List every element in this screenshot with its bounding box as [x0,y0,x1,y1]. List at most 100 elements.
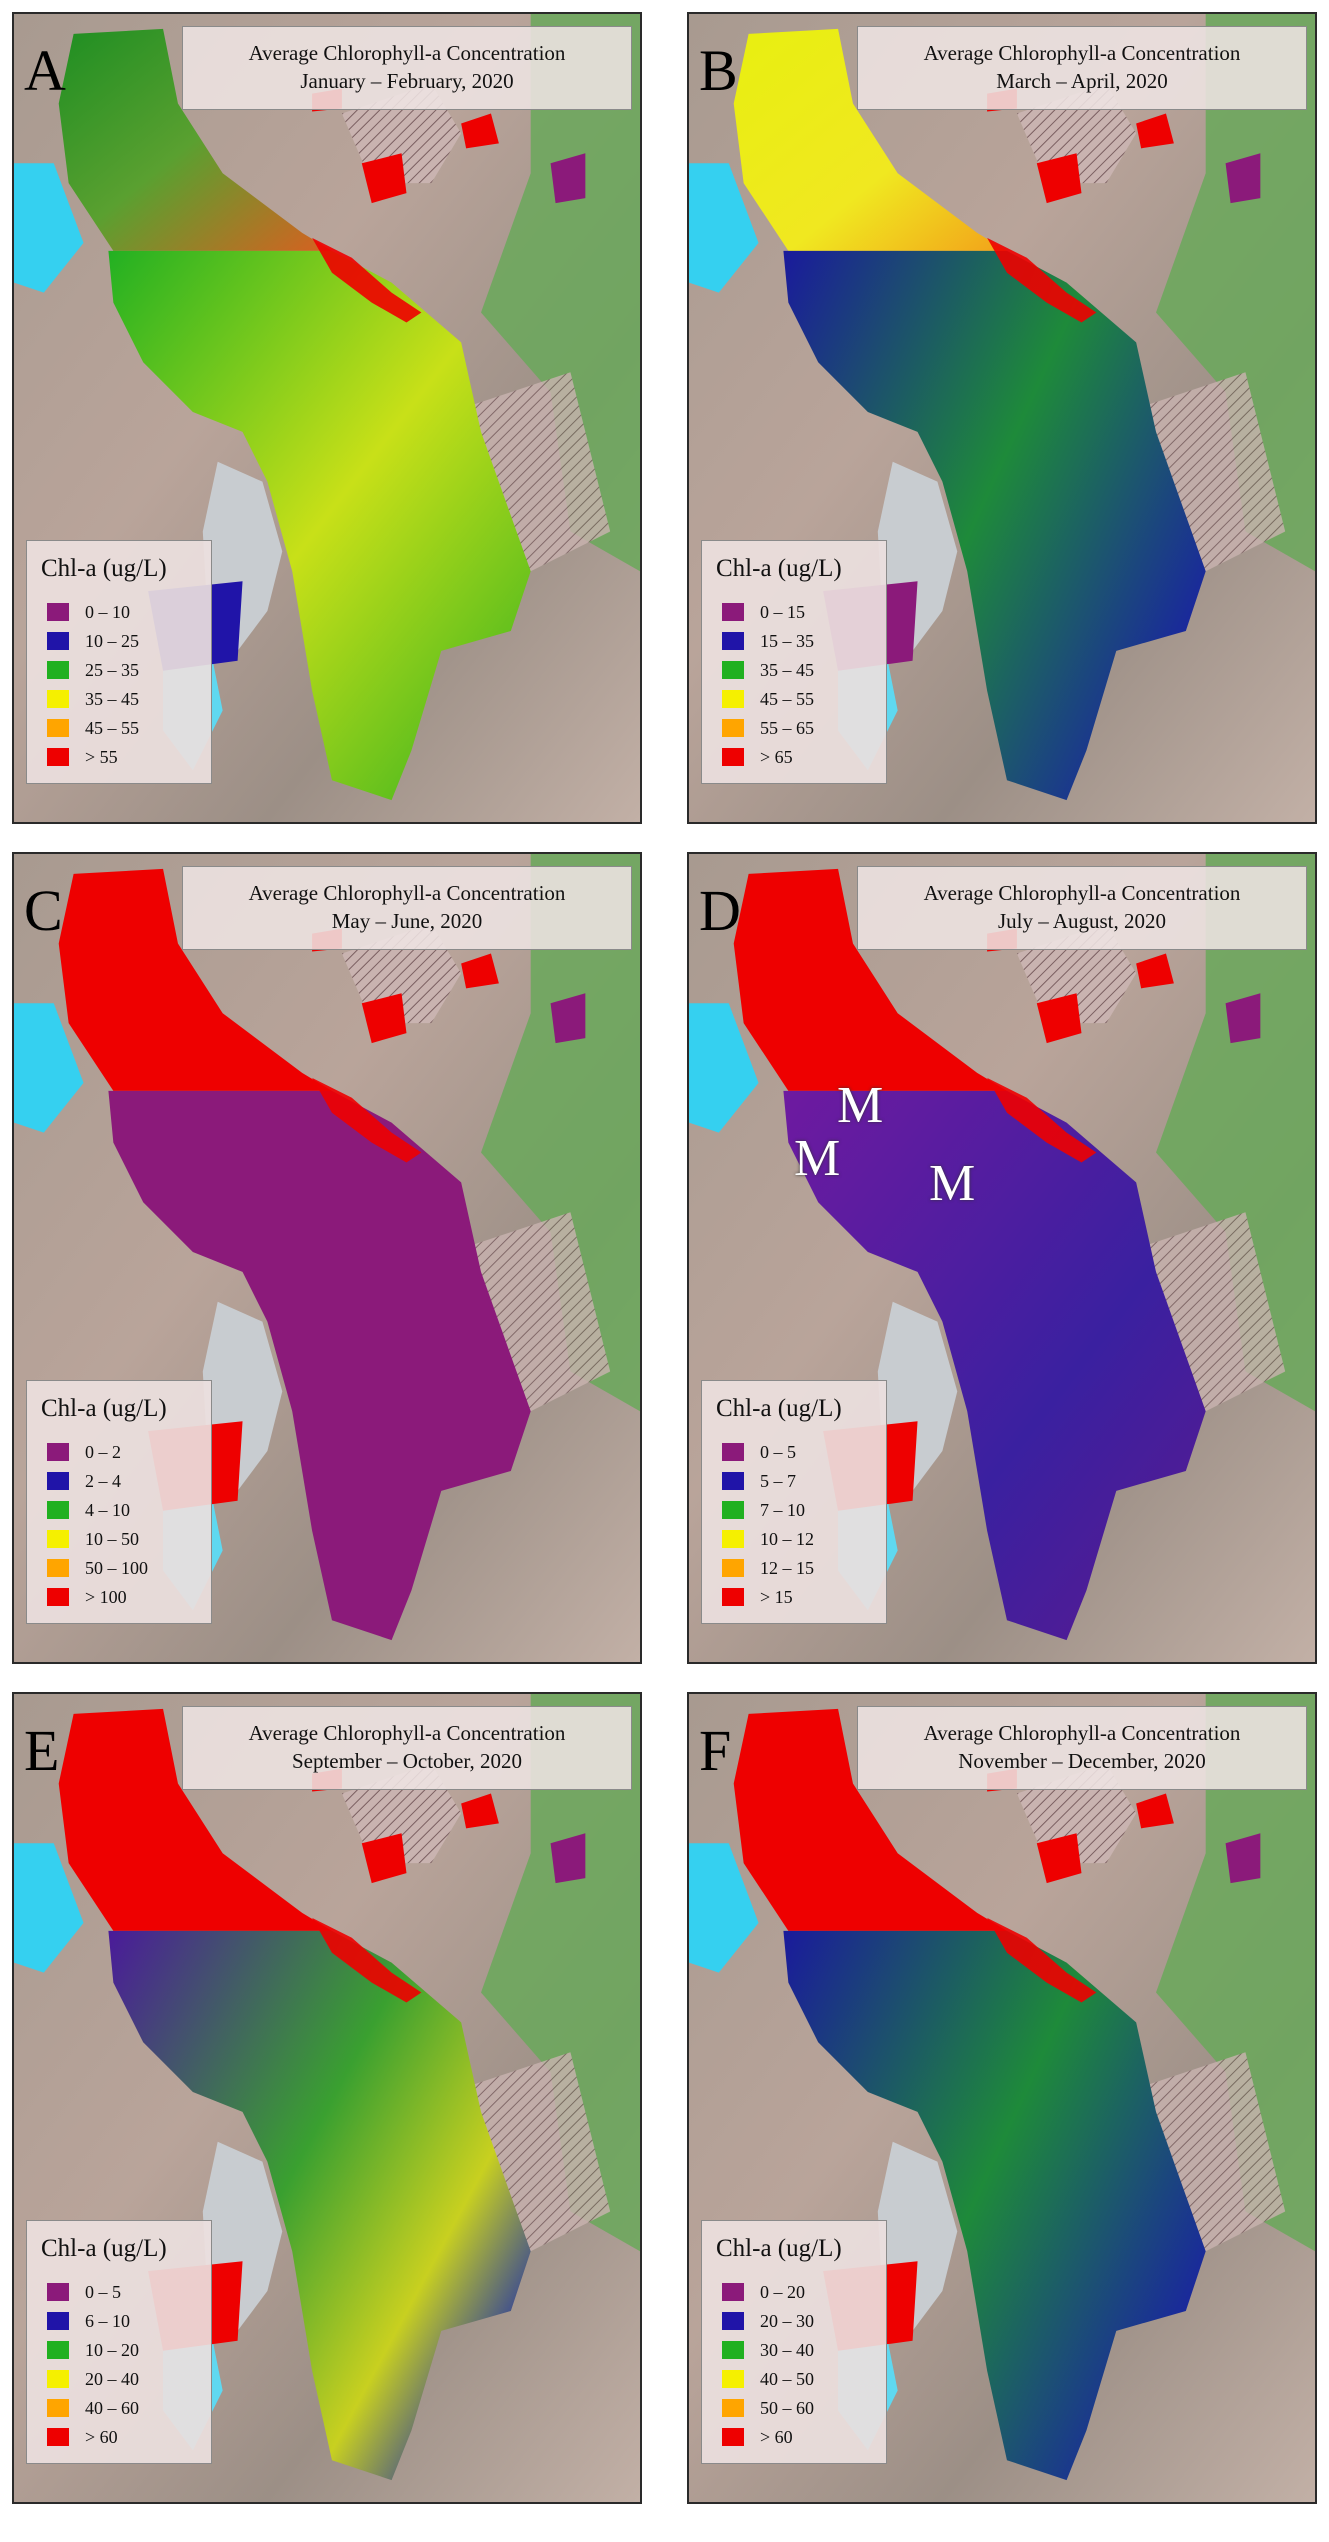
legend-row: 2 – 4 [47,1468,121,1494]
legend-row: 10 – 25 [47,628,139,654]
south-arm [108,250,531,801]
marker-label-3: M [929,1155,976,1212]
legend: Chl-a (ug/L) 0 – 5 6 – 10 10 – 20 20 – 4… [26,2220,212,2464]
legend-row: 35 – 45 [47,686,139,712]
title-box: Average Chlorophyll-a Concentration Nove… [857,1706,1307,1790]
legend-row: 20 – 30 [722,2308,814,2334]
map-panel-b: B Average Chlorophyll-a Concentration Ma… [687,12,1317,824]
legend-label: 40 – 60 [85,2397,139,2418]
map-panel-d: D Average Chlorophyll-a Concentration Ju… [687,852,1317,1664]
panel-letter: B [699,38,738,103]
legend-row: 45 – 55 [722,686,814,712]
legend-row: 55 – 65 [722,715,814,741]
legend-title: Chl-a (ug/L) [41,2235,167,2262]
legend-swatch [47,1472,69,1490]
legend-swatch [722,748,744,766]
shoreline-margin [312,1917,422,2003]
legend-label: 0 – 15 [760,601,805,622]
legend-row: 0 – 10 [47,599,130,625]
legend-label: 0 – 5 [85,2281,121,2302]
north-arm [58,868,332,1091]
legend-swatch [47,2283,69,2301]
south-arm [108,1090,531,1641]
legend-row: 7 – 10 [722,1497,805,1523]
map-panel-c: C Average Chlorophyll-a Concentration Ma… [12,852,642,1664]
title-box: Average Chlorophyll-a Concentration May … [182,866,632,950]
marker-label-1: M [837,1077,884,1134]
title-line: Average Chlorophyll-a Concentration [923,41,1241,65]
legend-swatch [47,2312,69,2330]
legend-row: 6 – 10 [47,2308,130,2334]
legend-title: Chl-a (ug/L) [716,555,842,582]
legend-row: 15 – 35 [722,628,814,654]
lake-map-a [14,14,640,822]
legend-label: 4 – 10 [85,1499,130,1520]
legend-label: 10 – 25 [85,630,139,651]
pond-4 [550,1833,586,1884]
north-arm [58,1708,332,1931]
shoreline-margin [987,1917,1097,2003]
shallow-water-west [14,163,84,293]
legend-swatch [722,661,744,679]
north-arm [733,28,1007,251]
period-line: January – February, 2020 [300,69,514,93]
legend-row: > 15 [722,1584,793,1610]
legend-row: > 100 [47,1584,127,1610]
legend: Chl-a (ug/L) 0 – 10 10 – 25 25 – 35 35 –… [26,540,212,784]
vegetation-area [1156,854,1315,1412]
legend-row: > 60 [722,2424,793,2450]
pond-1 [361,993,407,1044]
vegetation-area [481,14,640,572]
legend-row: > 55 [47,744,118,770]
legend-row: 12 – 15 [722,1555,814,1581]
legend-label: 10 – 50 [85,1528,139,1549]
legend-title: Chl-a (ug/L) [716,1395,842,1422]
legend-swatch [47,632,69,650]
legend-swatch [722,1443,744,1461]
title-box: Average Chlorophyll-a Concentration Sept… [182,1706,632,1790]
legend-swatch [47,1559,69,1577]
legend-label: 0 – 20 [760,2281,805,2302]
legend-swatch [722,2399,744,2417]
title-box: Average Chlorophyll-a Concentration Marc… [857,26,1307,110]
legend-label: 15 – 35 [760,630,814,651]
legend-row: 0 – 2 [47,1439,121,1465]
period-line: September – October, 2020 [291,1749,523,1773]
pond-1 [1036,993,1082,1044]
legend-swatch [722,2341,744,2359]
legend-row: 5 – 7 [722,1468,796,1494]
legend-label: 10 – 12 [760,1528,814,1549]
legend-label: 5 – 7 [760,1470,796,1491]
legend-swatch [722,690,744,708]
pond-1 [361,1833,407,1884]
legend-swatch [47,661,69,679]
panel-letter: F [699,1718,732,1783]
legend-row: 0 – 20 [722,2279,805,2305]
legend-swatch [722,2312,744,2330]
legend-swatch [722,2283,744,2301]
pond-1 [1036,1833,1082,1884]
legend-label: 0 – 5 [760,1441,796,1462]
legend-row: 10 – 50 [47,1526,139,1552]
legend-label: 50 – 100 [85,1557,148,1578]
legend-row: 40 – 50 [722,2366,814,2392]
legend-swatch [722,1588,744,1606]
legend-swatch [722,2428,744,2446]
period-line: March – April, 2020 [996,69,1168,93]
legend-swatch [722,1530,744,1548]
legend-label: 7 – 10 [760,1499,805,1520]
marker-label-2: M [794,1130,841,1187]
pond-3 [461,1793,499,1829]
shallow-water-west [14,1843,84,1973]
north-arm [733,868,1007,1091]
legend-row: 20 – 40 [47,2366,139,2392]
title-line: Average Chlorophyll-a Concentration [248,41,566,65]
map-panel-e: E Average Chlorophyll-a Concentration Se… [12,1692,642,2504]
legend-swatch [47,1588,69,1606]
legend-swatch [47,2370,69,2388]
legend-swatch [47,690,69,708]
legend: Chl-a (ug/L) 0 – 2 2 – 4 4 – 10 10 – 50 … [26,1380,212,1624]
legend-swatch [47,603,69,621]
legend-swatch [722,2370,744,2388]
vegetation-area [481,854,640,1412]
